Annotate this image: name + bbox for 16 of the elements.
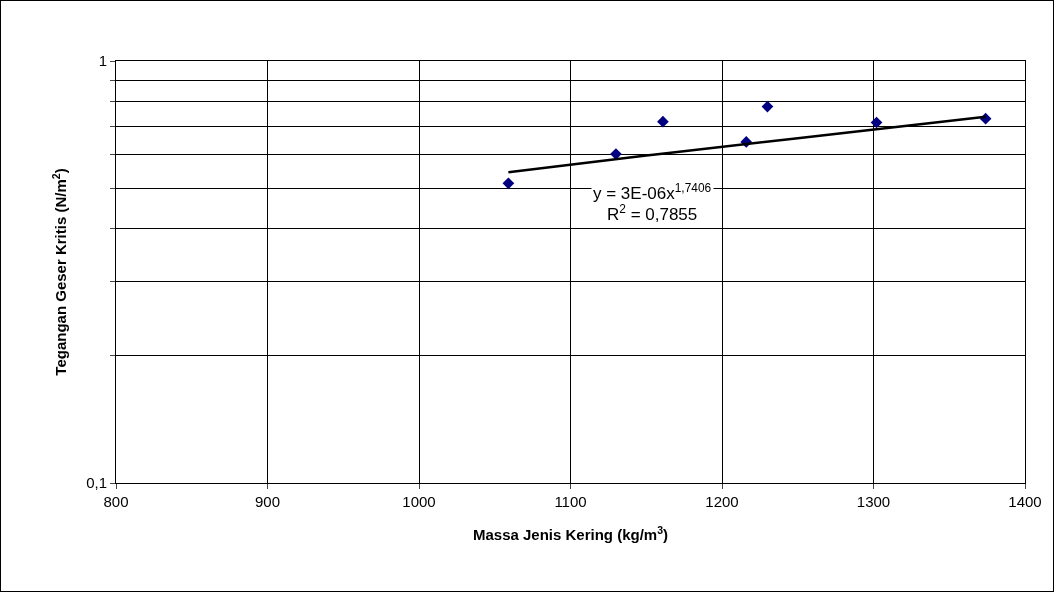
y-tick-label: 1: [98, 52, 107, 70]
point: [657, 115, 669, 128]
x-tick-label: 900: [254, 493, 281, 510]
y-tick-label: 0,1: [86, 474, 107, 492]
x-tick-label: 1300: [856, 493, 891, 510]
x-tick-label: 800: [103, 493, 129, 510]
annotation: R$^{2}$ = 0,7855: [607, 202, 698, 225]
point: [761, 100, 774, 113]
x-tick-label: 1200: [705, 493, 739, 510]
point: [502, 177, 515, 190]
point: [870, 116, 883, 129]
x-tick-label: 1100: [554, 493, 587, 510]
x-tick-label: 1400: [1008, 493, 1042, 510]
x-axis-title: Massa Jenis Kering (kg/m$^{3}$): [472, 523, 669, 543]
x-tick-label: 1000: [402, 493, 436, 510]
annotation: y = 3E-06x$^{1,7406}$: [593, 181, 712, 204]
